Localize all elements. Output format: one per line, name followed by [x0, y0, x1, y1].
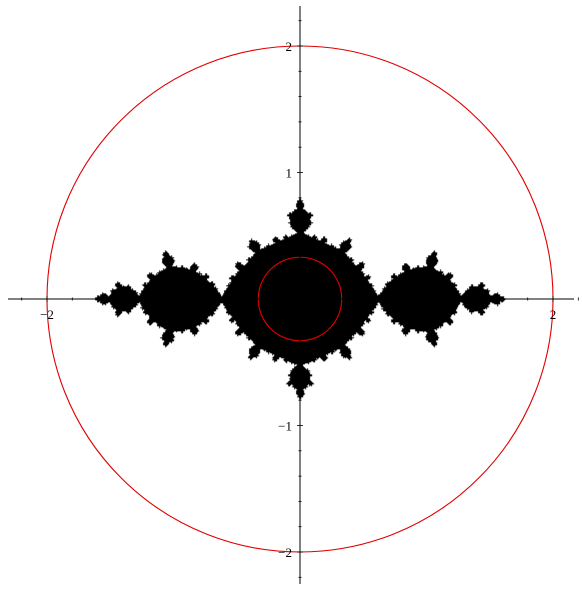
y-tick-label: 1	[286, 166, 293, 181]
axes-layer: −2 2 −2 −1 1 2	[8, 6, 579, 584]
y-tick-label: 2	[286, 39, 293, 54]
x-tick-label: 2	[550, 307, 557, 322]
x-tick-label: −2	[40, 307, 54, 322]
y-tick-label: −1	[278, 419, 292, 434]
y-tick-label: −2	[278, 545, 292, 560]
